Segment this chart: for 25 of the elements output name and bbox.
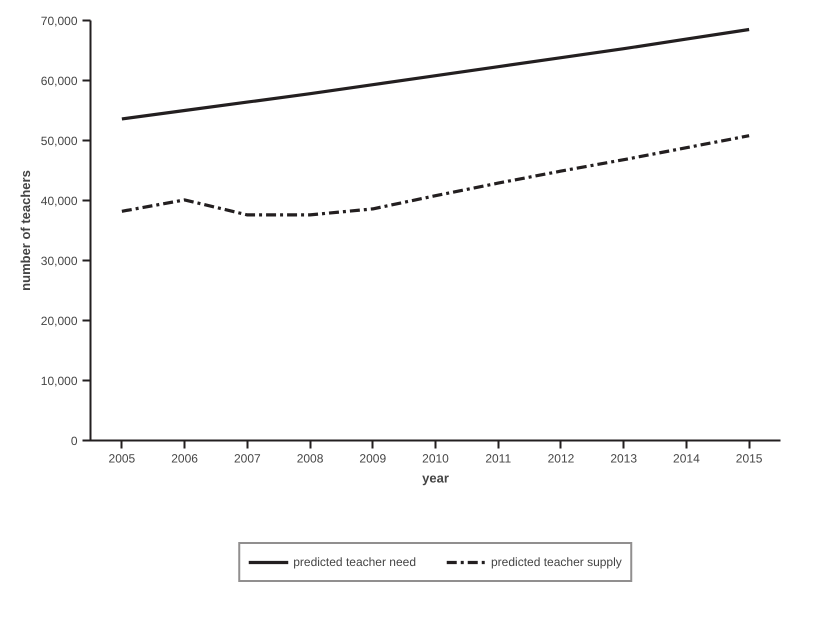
x-tick-label: 2014	[673, 452, 700, 466]
y-axis-title: number of teachers	[18, 170, 33, 291]
x-tick-label: 2009	[359, 452, 386, 466]
x-tick-label: 2005	[108, 452, 136, 466]
y-tick-label: 70,000	[40, 14, 78, 28]
y-tick-label: 40,000	[40, 194, 78, 208]
x-tick-label: 2006	[171, 452, 198, 466]
y-tick-label: 60,000	[40, 74, 78, 88]
y-tick-label: 10,000	[40, 374, 78, 388]
x-tick-label: 2011	[485, 452, 512, 466]
x-tick-label: 2007	[234, 452, 261, 466]
x-tick-label: 2013	[610, 452, 638, 466]
line-series	[120, 134, 751, 216]
x-axis-title: year	[422, 470, 449, 486]
y-tick-label: 20,000	[40, 314, 78, 328]
y-tick-label: 0	[70, 434, 78, 448]
legend-label: predicted teacher need	[293, 555, 416, 569]
y-tick-label: 30,000	[40, 254, 78, 268]
x-tick-label: 2015	[736, 452, 763, 466]
y-tick-label: 50,000	[40, 134, 78, 148]
x-tick-label: 2008	[296, 452, 324, 466]
line-series	[120, 28, 751, 120]
legend-label: predicted teacher supply	[491, 555, 622, 569]
x-tick-label: 2012	[548, 452, 575, 466]
x-tick-label: 2010	[422, 452, 450, 466]
